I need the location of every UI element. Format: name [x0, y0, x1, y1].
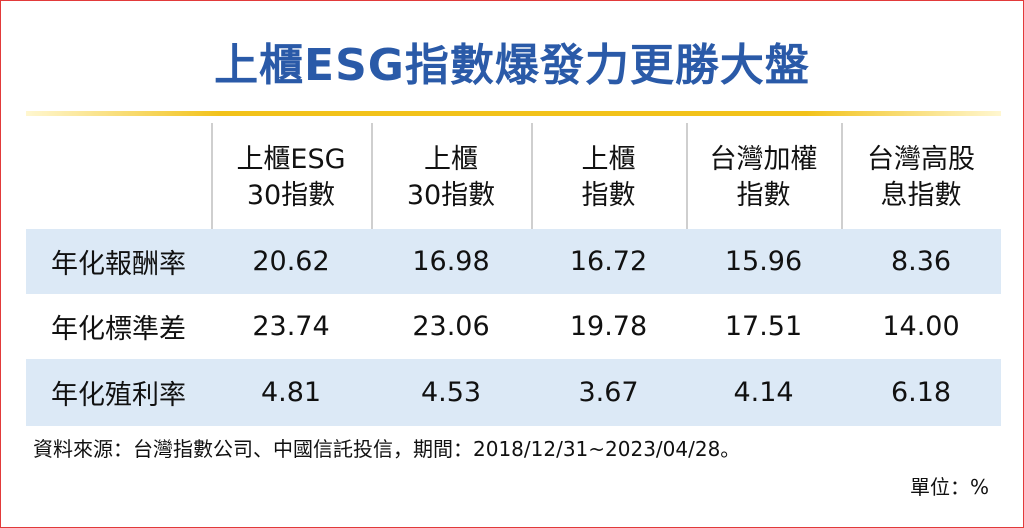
column-header: 上櫃 指數 [531, 131, 686, 225]
column-header: 台灣加權 指數 [686, 131, 841, 225]
value-cell: 20.62 [252, 246, 330, 277]
value-cell: 16.72 [569, 246, 648, 277]
value-cell: 4.14 [733, 377, 794, 408]
header-line: 30指數 [406, 180, 496, 211]
value-cell: 6.18 [890, 377, 952, 408]
column-header: 上櫃 30指數 [371, 131, 531, 225]
header-line: 30指數 [246, 180, 336, 211]
value-cell: 15.96 [724, 246, 803, 277]
value-cell: 23.06 [412, 311, 490, 342]
column-header: 上櫃ESG 30指數 [211, 131, 371, 225]
value-cell: 14.00 [882, 311, 960, 342]
column-divider [841, 123, 843, 229]
header-line: 上櫃 [581, 144, 636, 175]
value-cell: 17.51 [724, 311, 803, 342]
row-band [26, 359, 1001, 426]
header-line: 息指數 [880, 180, 962, 211]
row-label: 年化殖利率 [51, 380, 186, 411]
source-note: 資料來源：台灣指數公司、中國信託投信，期間：2018/12/31~2023/04… [33, 437, 741, 461]
header-line: 上櫃 [424, 144, 478, 175]
column-header: 台灣高股 息指數 [841, 131, 1001, 225]
title-rule [26, 111, 1001, 116]
header-line: 台灣加權 [709, 144, 818, 175]
header-line: 台灣高股 [867, 144, 975, 175]
value-cell: 4.81 [260, 377, 322, 408]
value-cell: 16.98 [412, 246, 490, 277]
column-divider [686, 123, 688, 229]
column-divider [371, 123, 373, 229]
value-cell: 4.53 [420, 377, 482, 408]
row-band [26, 229, 1001, 294]
row-label: 年化報酬率 [51, 249, 186, 280]
header-line: 指數 [736, 180, 791, 211]
header-line: 指數 [581, 180, 636, 211]
column-divider [211, 123, 213, 229]
column-divider [531, 123, 533, 229]
value-cell: 3.67 [578, 377, 639, 408]
unit-note: 單位：% [909, 475, 989, 499]
value-cell: 23.74 [252, 311, 330, 342]
value-cell: 8.36 [890, 246, 952, 277]
row-label: 年化標準差 [51, 314, 186, 345]
value-cell: 19.78 [569, 311, 648, 342]
header-line: 上櫃ESG [236, 144, 346, 175]
title: 上櫃ESG指數爆發力更勝大盤 [214, 40, 810, 91]
